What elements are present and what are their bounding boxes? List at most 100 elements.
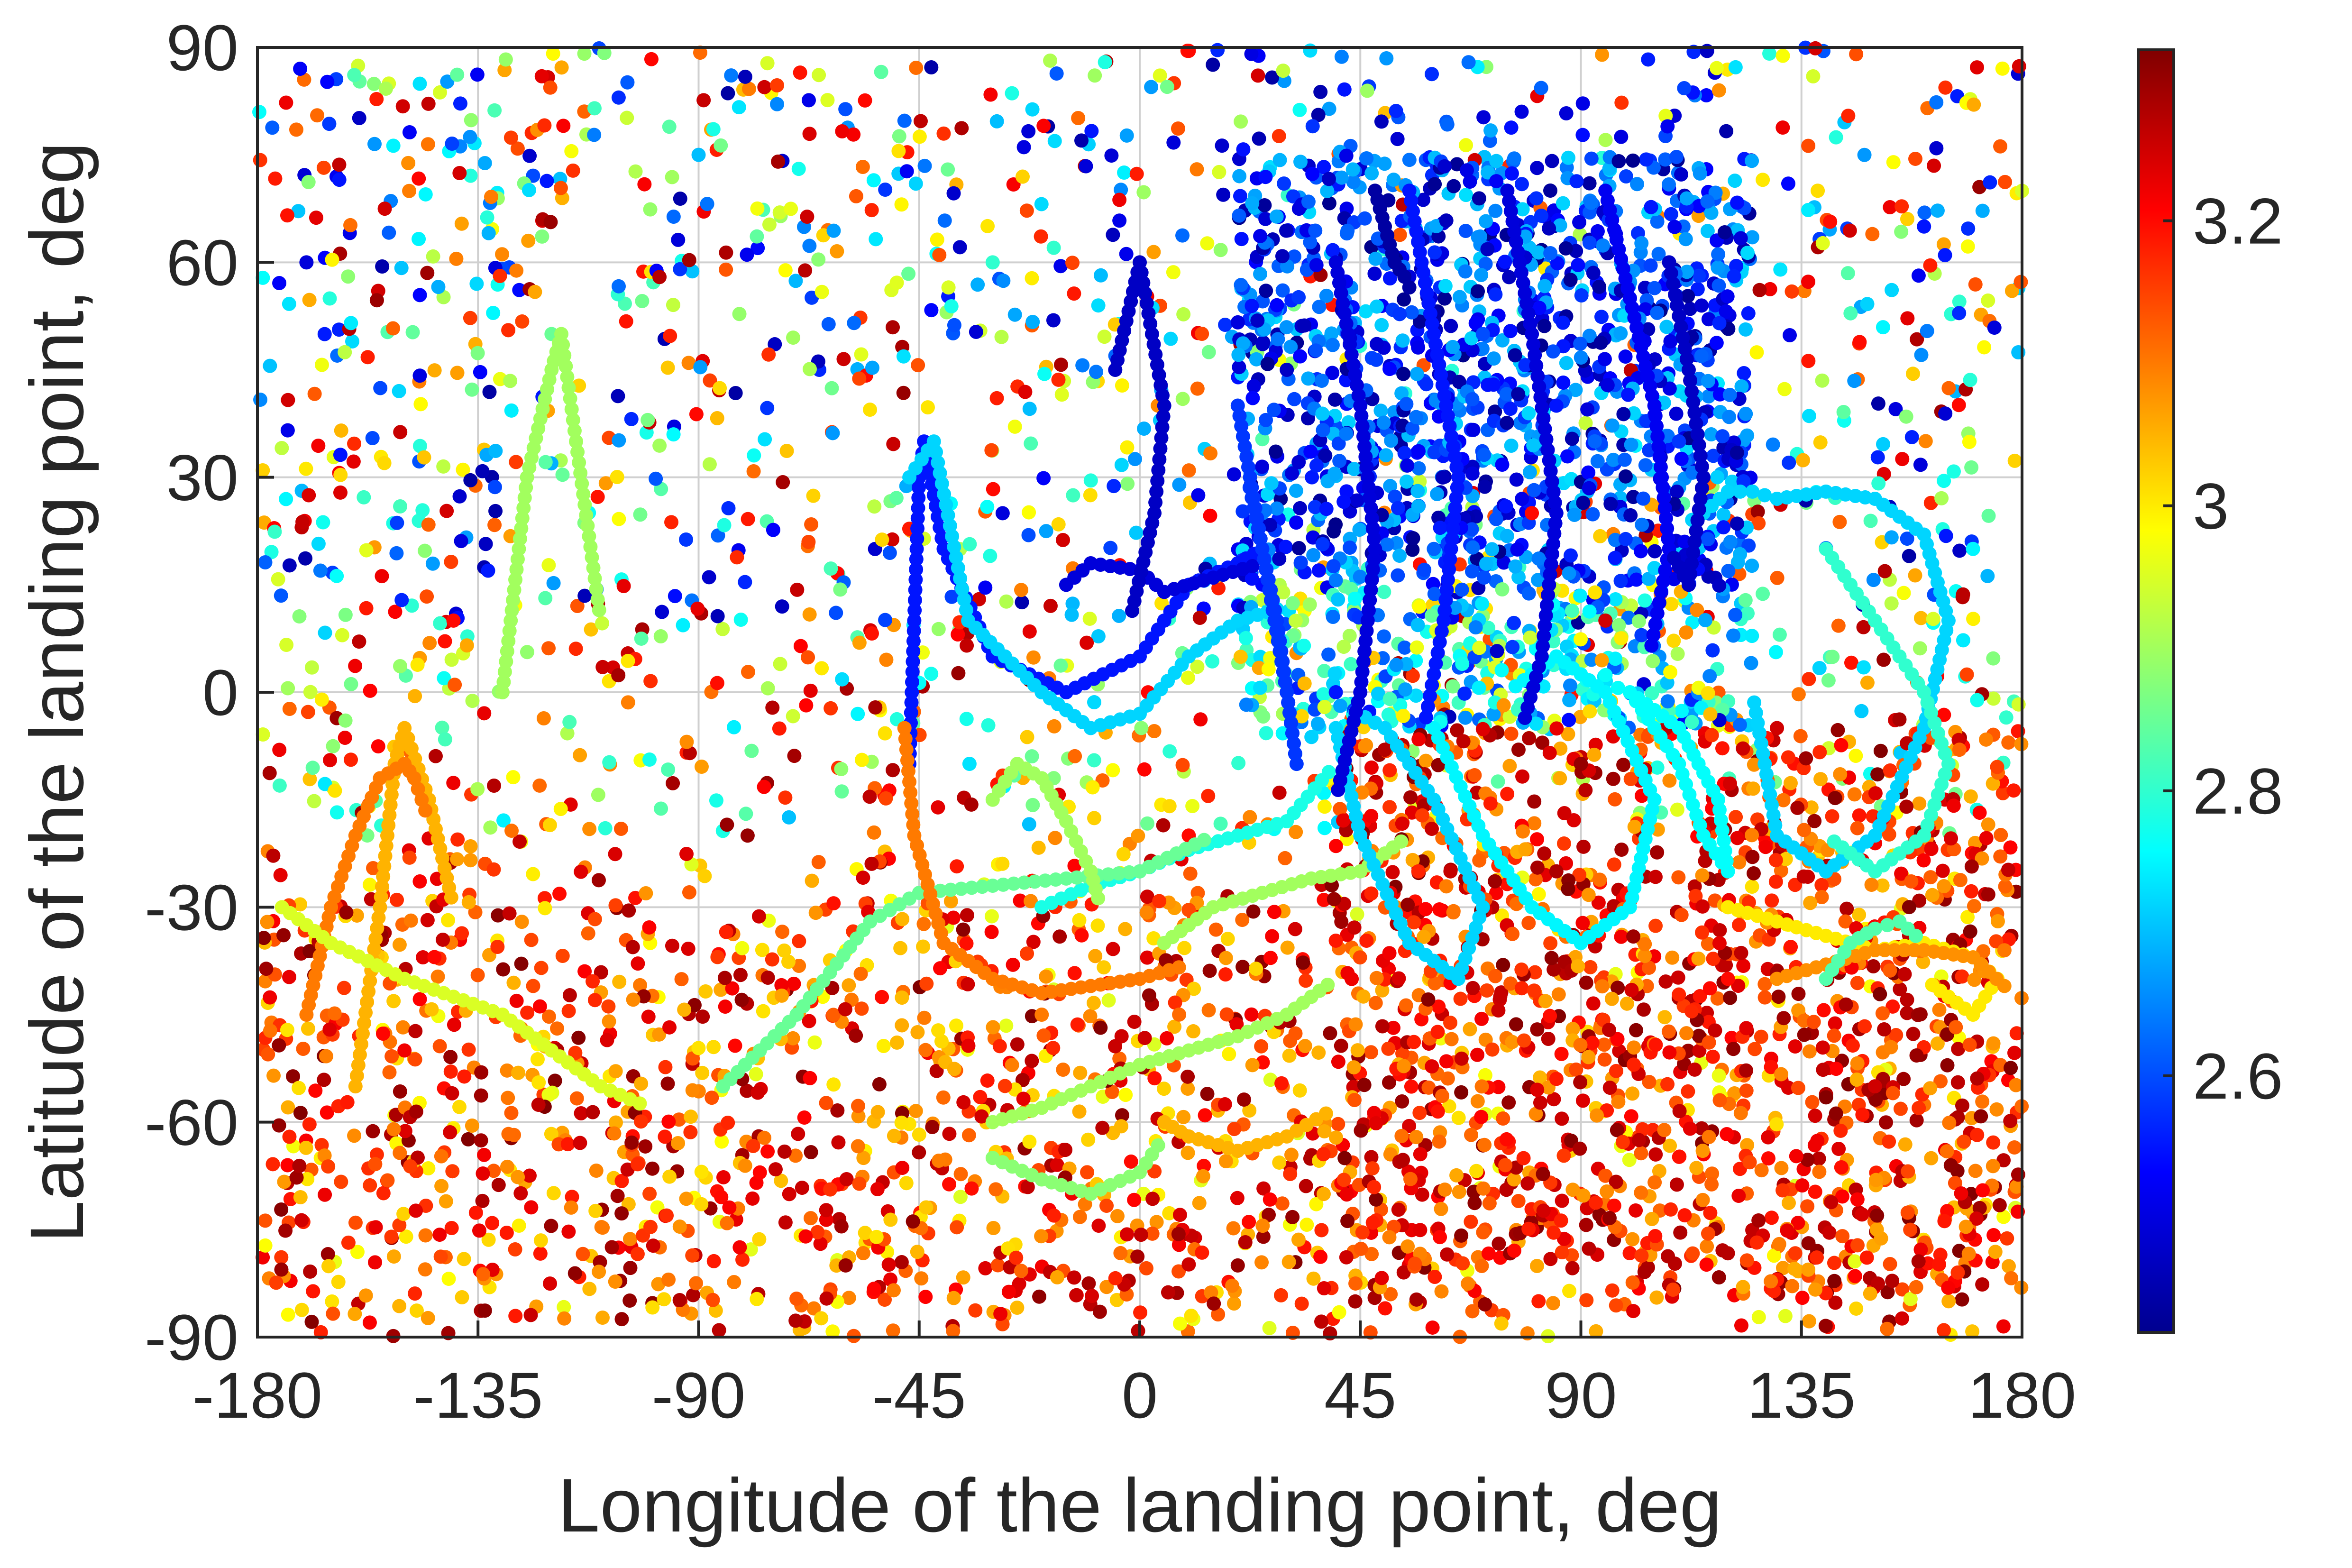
data-point (1613, 574, 1628, 588)
data-point (1975, 1277, 1990, 1292)
data-point (1712, 316, 1727, 330)
data-point (359, 601, 374, 615)
data-point (842, 1291, 856, 1305)
data-point (1526, 438, 1541, 453)
data-point (892, 129, 906, 144)
data-point (1873, 987, 1887, 1001)
data-point (1255, 459, 1270, 474)
data-point (1337, 82, 1352, 97)
data-point (1191, 488, 1206, 503)
data-point (305, 761, 320, 775)
data-point (882, 545, 897, 560)
data-point (862, 789, 877, 804)
data-point (274, 1250, 289, 1265)
data-point (886, 320, 900, 335)
data-point (1144, 80, 1159, 94)
data-point (1171, 1238, 1186, 1252)
data-point (1233, 189, 1247, 203)
data-point (1265, 929, 1280, 944)
data-point (849, 189, 863, 203)
data-point (556, 119, 571, 133)
data-point (1796, 453, 1811, 468)
data-point (1326, 609, 1340, 624)
data-point (1575, 1093, 1590, 1108)
data-point (376, 1186, 391, 1201)
data-point (1932, 1002, 1947, 1017)
data-point (1504, 120, 1519, 135)
data-point (1716, 507, 1731, 522)
data-point (1992, 1198, 2007, 1212)
data-point (942, 1177, 957, 1192)
data-point (1258, 170, 1273, 184)
data-point (1067, 859, 1082, 873)
data-point (896, 385, 911, 400)
data-point (1367, 1180, 1382, 1194)
data-point (1960, 239, 1975, 254)
data-point (1626, 153, 1640, 168)
data-point (279, 95, 293, 110)
data-point (412, 874, 427, 889)
data-point (637, 177, 652, 192)
data-point (1860, 297, 1875, 312)
data-point (281, 1100, 295, 1115)
data-point (1358, 304, 1373, 319)
data-point (1562, 1284, 1577, 1298)
data-point (1446, 339, 1460, 354)
data-point (1496, 698, 1511, 713)
data-point (1082, 611, 1097, 626)
data-point (1730, 516, 1745, 531)
data-point (1990, 914, 2005, 928)
data-point (1026, 650, 1041, 665)
data-point (1543, 1252, 1558, 1266)
data-point (1662, 1045, 1677, 1060)
data-point (1739, 1083, 1754, 1098)
data-point (1580, 402, 1595, 417)
data-point (2007, 453, 2022, 468)
data-point (1581, 1050, 1596, 1064)
data-point (1486, 377, 1501, 392)
data-point (1428, 177, 1442, 192)
data-point (1242, 1103, 1257, 1118)
data-point (1757, 990, 1772, 1005)
data-point (690, 601, 705, 616)
data-point (1201, 789, 1216, 803)
data-point (408, 689, 422, 704)
data-point (1940, 1058, 1955, 1073)
data-point (1118, 1088, 1133, 1102)
data-point (962, 757, 977, 771)
data-point (1352, 523, 1367, 537)
data-point (1226, 467, 1241, 482)
data-point (911, 358, 925, 373)
data-point (1590, 224, 1605, 238)
data-point (1555, 1193, 1569, 1208)
data-point (1226, 1296, 1241, 1311)
data-point (522, 148, 537, 163)
data-point (1556, 196, 1570, 211)
data-point (1339, 1187, 1354, 1202)
data-point (1472, 680, 1486, 695)
data-point (657, 1292, 671, 1307)
data-point (1736, 741, 1750, 756)
data-point (855, 159, 870, 174)
data-point (544, 1127, 558, 1141)
data-point (1934, 491, 1949, 505)
data-point (412, 439, 427, 453)
data-point (1489, 886, 1503, 900)
data-point (1963, 373, 1977, 387)
data-point (806, 488, 821, 503)
data-point (1396, 709, 1410, 724)
data-point (1605, 418, 1620, 433)
data-point (512, 1218, 526, 1233)
data-point (1775, 120, 1790, 135)
data-point (1588, 585, 1602, 600)
data-point (1486, 351, 1501, 366)
data-point (741, 665, 755, 679)
data-point (721, 86, 735, 101)
data-point (1752, 283, 1767, 297)
data-point (1816, 1003, 1831, 1018)
data-point (807, 1035, 822, 1050)
data-point (1276, 64, 1290, 78)
data-point (1723, 990, 1738, 1005)
data-point (590, 490, 605, 504)
data-point (1765, 893, 1779, 908)
